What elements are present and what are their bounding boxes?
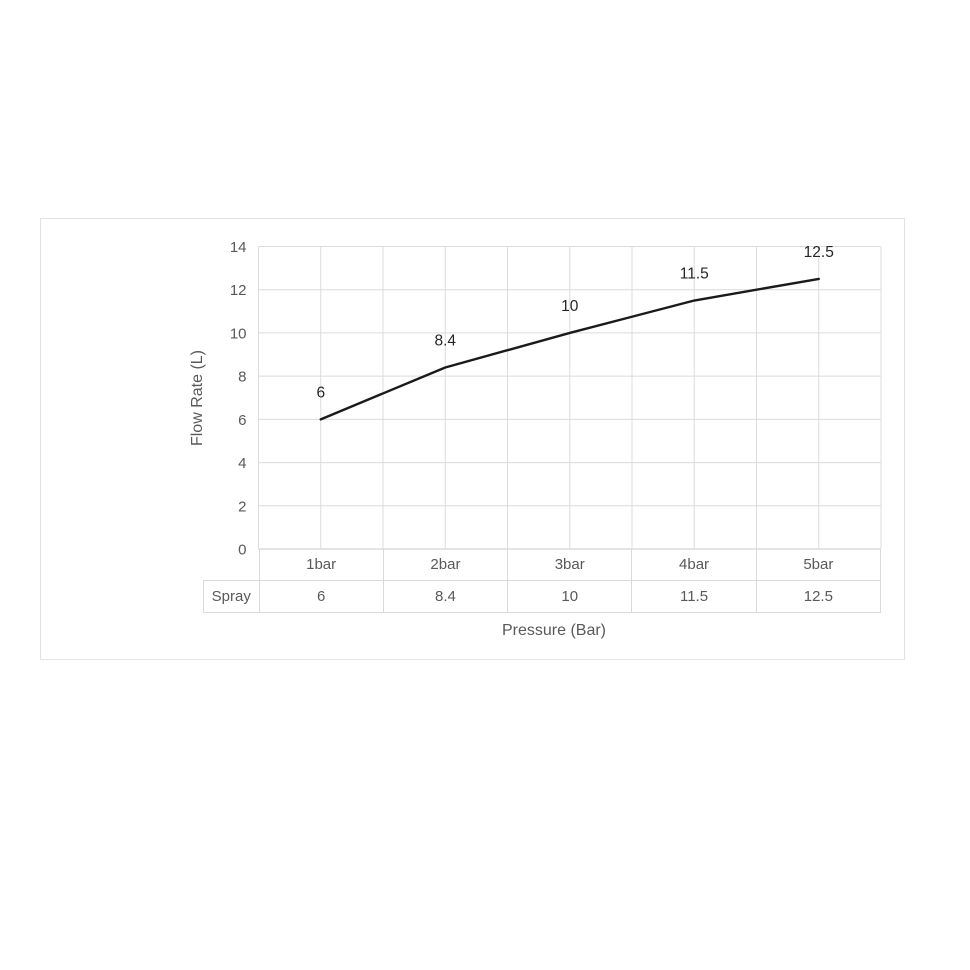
data-point-label: 6 (316, 384, 325, 401)
y-tick-label: 12 (230, 282, 247, 299)
data-point-label: 10 (561, 298, 579, 315)
data-point-label: 8.4 (434, 333, 456, 350)
data-point-label: 12.5 (804, 244, 834, 261)
x-tick-label: 1bar (258, 549, 383, 580)
line-chart-plot-area: 0 2 4 6 8 10 12 14 6 8.4 10 11.5 12.5 (230, 239, 882, 559)
y-tick-label: 4 (238, 455, 246, 472)
x-axis-title: Pressure (Bar) (501, 622, 607, 639)
y-tick-label: 2 (238, 498, 246, 515)
table-value-cell: 8.4 (382, 581, 507, 612)
data-table-row: Spray 6 8.4 10 11.5 12.5 (203, 580, 881, 613)
series-line-spray (319, 277, 820, 421)
x-tick-label: 2bar (382, 549, 507, 580)
table-value-cell: 10 (507, 581, 631, 612)
x-tick-label: 3bar (507, 549, 631, 580)
x-tick-label: 4bar (631, 549, 755, 580)
x-axis-category-labels: 1bar 2bar 3bar 4bar 5bar (258, 549, 881, 580)
table-value-cell: 12.5 (755, 581, 880, 612)
data-point-label: 11.5 (680, 266, 709, 283)
y-tick-label: 14 (230, 239, 247, 256)
flow-rate-chart: 0 2 4 6 8 10 12 14 6 8.4 10 11.5 12.5 1bar 2bar 3bar… (40, 218, 905, 660)
y-tick-label: 0 (238, 542, 246, 559)
table-value-cell: 6 (258, 581, 383, 612)
table-value-cell: 11.5 (631, 581, 755, 612)
series-name-cell: Spray (203, 581, 259, 612)
y-tick-label: 6 (238, 412, 246, 429)
x-tick-label: 5bar (755, 549, 880, 580)
y-tick-label: 8 (238, 369, 246, 386)
y-axis-title: Flow Rate (L) (189, 349, 206, 447)
y-tick-label: 10 (230, 325, 247, 342)
